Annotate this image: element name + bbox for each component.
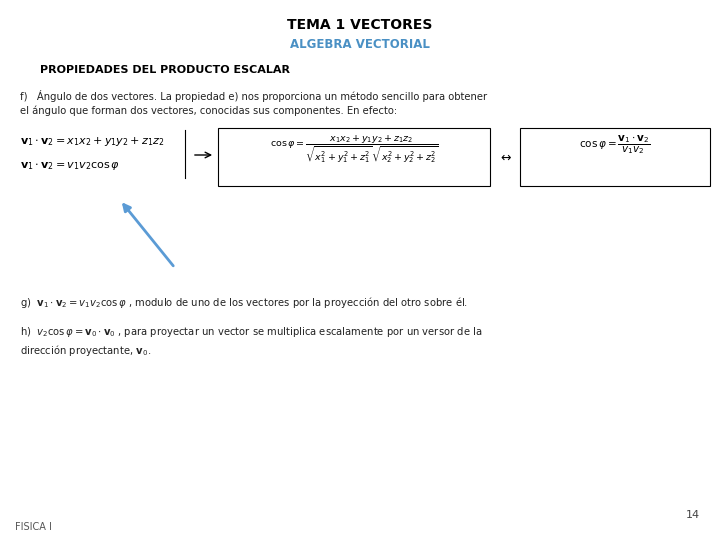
Text: $\leftrightarrow$: $\leftrightarrow$: [498, 151, 512, 164]
Text: g)  $\mathbf{v}_1 \cdot \mathbf{v}_2 = v_1 v_2 \cos\varphi$ , modulo de uno de l: g) $\mathbf{v}_1 \cdot \mathbf{v}_2 = v_…: [20, 295, 468, 310]
Text: 14: 14: [686, 510, 700, 520]
Text: $\mathbf{v}_1 \cdot \mathbf{v}_2 = v_1v_2 \cos\varphi$: $\mathbf{v}_1 \cdot \mathbf{v}_2 = v_1v_…: [20, 160, 120, 172]
Text: f)   Ángulo de dos vectores. La propiedad e) nos proporciona un método sencillo : f) Ángulo de dos vectores. La propiedad …: [20, 90, 487, 102]
Text: $\cos\varphi = \dfrac{x_1x_2 + y_1y_2 + z_1z_2}{\sqrt{x_1^2+y_1^2+z_1^2}\,\sqrt{: $\cos\varphi = \dfrac{x_1x_2 + y_1y_2 + …: [270, 133, 438, 165]
Text: el ángulo que forman dos vectores, conocidas sus componentes. En efecto:: el ángulo que forman dos vectores, conoc…: [20, 106, 397, 117]
Text: ALGEBRA VECTORIAL: ALGEBRA VECTORIAL: [290, 38, 430, 51]
Bar: [218, 128, 490, 186]
Text: FISICA I: FISICA I: [15, 522, 52, 532]
Text: PROPIEDADES DEL PRODUCTO ESCALAR: PROPIEDADES DEL PRODUCTO ESCALAR: [40, 65, 290, 75]
Text: $\mathbf{v}_1 \cdot \mathbf{v}_2 = x_1x_2 + y_1y_2 + z_1z_2$: $\mathbf{v}_1 \cdot \mathbf{v}_2 = x_1x_…: [20, 135, 164, 148]
Text: h)  $v_2\cos\varphi = \mathbf{v}_0 \cdot \mathbf{v}_0$ , para proyectar un vecto: h) $v_2\cos\varphi = \mathbf{v}_0 \cdot …: [20, 325, 482, 339]
Text: dirección proyectante, $\mathbf{v}_0$.: dirección proyectante, $\mathbf{v}_0$.: [20, 343, 151, 358]
Text: TEMA 1 VECTORES: TEMA 1 VECTORES: [287, 18, 433, 32]
Bar: [520, 128, 710, 186]
Text: $\cos\varphi = \dfrac{\mathbf{v}_1 \cdot \mathbf{v}_2}{v_1v_2}$: $\cos\varphi = \dfrac{\mathbf{v}_1 \cdot…: [579, 133, 651, 156]
